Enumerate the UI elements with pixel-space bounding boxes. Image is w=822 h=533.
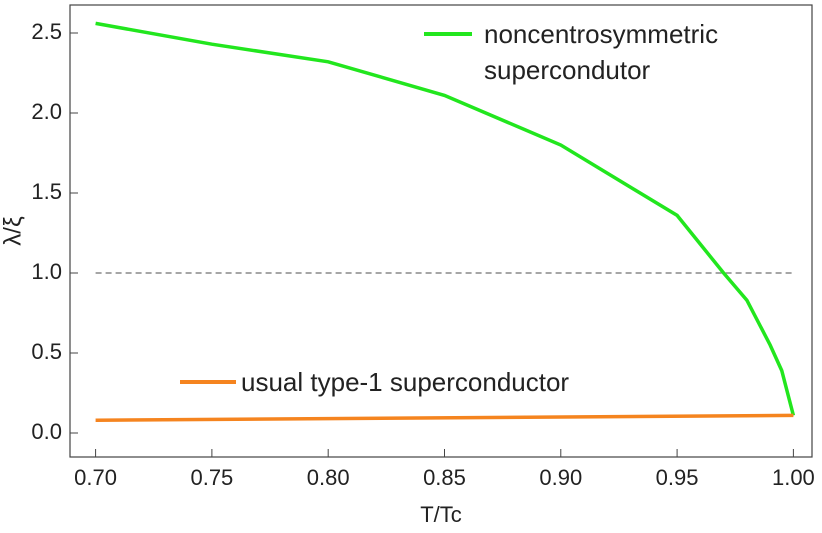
x-tick-label: 0.75 <box>190 465 233 490</box>
y-tick-label: 2.0 <box>31 99 62 124</box>
plot-frame <box>69 4 813 458</box>
y-tick-label: 0.0 <box>31 419 62 444</box>
series-line <box>95 21 796 416</box>
x-tick-label: 0.90 <box>539 465 582 490</box>
x-tick-label: 0.85 <box>423 465 466 490</box>
series-line <box>95 413 794 422</box>
y-tick-label: 2.5 <box>31 19 62 44</box>
x-tick-label: 1.00 <box>772 465 815 490</box>
legend-label: noncentrosymmetric supercondutor <box>484 19 719 85</box>
legend-label: usual type-1 superconductor <box>241 367 570 397</box>
x-tick-label: 0.70 <box>74 465 117 490</box>
y-axis-label: λ/ξ <box>0 216 26 246</box>
x-axis-label: T/Tc <box>420 502 462 527</box>
y-tick-label: 1.0 <box>31 259 62 284</box>
x-tick-label: 0.80 <box>307 465 350 490</box>
y-tick-label: 1.5 <box>31 179 62 204</box>
y-tick-label: 0.5 <box>31 339 62 364</box>
x-tick-label: 0.95 <box>656 465 699 490</box>
